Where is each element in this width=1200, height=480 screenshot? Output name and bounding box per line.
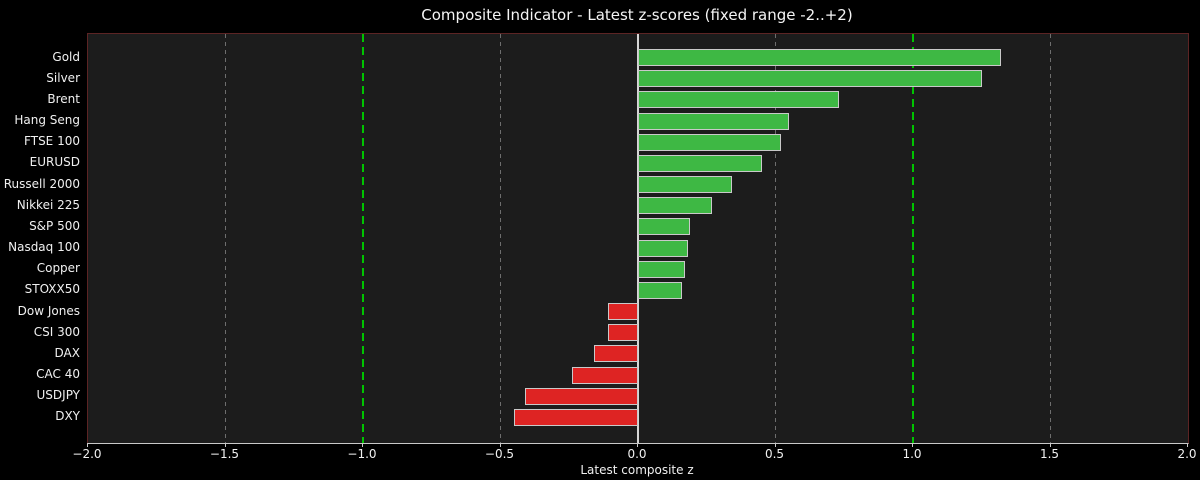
- y-tick-label: Brent: [47, 91, 80, 106]
- bar-stoxx50: [638, 281, 682, 299]
- x-tick-label: −1.0: [347, 447, 377, 461]
- bar-csi-300: [607, 324, 638, 342]
- y-tick-label: Silver: [46, 70, 80, 85]
- threshold-line: [912, 34, 914, 443]
- x-axis-label: Latest composite z: [580, 463, 694, 477]
- x-tick-label: 0.0: [627, 447, 647, 461]
- x-tick-mark: [87, 443, 88, 447]
- gridline: [500, 34, 501, 443]
- x-tick-mark: [1187, 443, 1188, 447]
- x-tick-label: −0.5: [484, 447, 515, 461]
- gridline: [1050, 34, 1051, 443]
- bar-silver: [638, 70, 982, 88]
- bar-gold: [638, 49, 1001, 67]
- x-tick-mark: [362, 443, 363, 447]
- bar-ftse-100: [638, 133, 781, 151]
- bar-brent: [638, 91, 839, 109]
- y-tick-label: Russell 2000: [3, 176, 80, 191]
- bar-eurusd: [638, 154, 762, 172]
- bar-russell-2000: [638, 176, 732, 194]
- y-tick-label: USDJPY: [36, 388, 80, 403]
- y-tick-label: CSI 300: [33, 324, 80, 339]
- y-tick-label: Nikkei 225: [16, 197, 80, 212]
- x-tick-label: 0.5: [764, 447, 785, 461]
- bar-nikkei-225: [638, 197, 713, 215]
- x-tick-label: −1.5: [209, 447, 240, 461]
- y-tick-label: Nasdaq 100: [8, 240, 80, 255]
- x-tick-mark: [912, 443, 913, 447]
- y-tick-label: Gold: [52, 49, 80, 64]
- y-tick-label: DAX: [54, 345, 80, 360]
- x-tick-label: 1.0: [902, 447, 922, 461]
- bar-s-p-500: [638, 218, 691, 236]
- x-tick-label: −2.0: [72, 447, 102, 461]
- bar-usdjpy: [525, 387, 638, 405]
- bar-dax: [594, 345, 638, 363]
- y-tick-label: S&P 500: [29, 218, 80, 233]
- y-tick-label: STOXX50: [24, 282, 80, 297]
- x-tick-mark: [499, 443, 501, 447]
- bar-copper: [638, 260, 685, 278]
- bar-cac-40: [572, 366, 638, 384]
- gridline: [225, 34, 226, 443]
- gridline: [775, 34, 776, 443]
- x-tick-mark: [637, 443, 638, 447]
- y-tick-label: Hang Seng: [14, 113, 80, 128]
- y-tick-label: Copper: [36, 261, 80, 276]
- y-tick-label: Dow Jones: [17, 303, 80, 318]
- y-tick-label: CAC 40: [36, 367, 80, 382]
- y-tick-label: FTSE 100: [24, 134, 80, 149]
- x-tick-label: 2.0: [1177, 447, 1197, 461]
- y-tick-label: DXY: [55, 409, 80, 424]
- bar-dxy: [514, 408, 638, 426]
- bar-hang-seng: [638, 112, 790, 130]
- chart-title: Composite Indicator - Latest z-scores (f…: [421, 6, 853, 24]
- zero-line: [637, 34, 639, 443]
- y-tick-label: EURUSD: [29, 155, 80, 170]
- bar-nasdaq-100: [638, 239, 688, 257]
- x-tick-mark: [774, 443, 776, 447]
- x-tick-label: 1.5: [1039, 447, 1060, 461]
- plot-area: [87, 33, 1189, 444]
- x-tick-mark: [1049, 443, 1051, 447]
- bar-dow-jones: [607, 303, 638, 321]
- x-tick-mark: [224, 443, 226, 447]
- threshold-line: [362, 34, 364, 443]
